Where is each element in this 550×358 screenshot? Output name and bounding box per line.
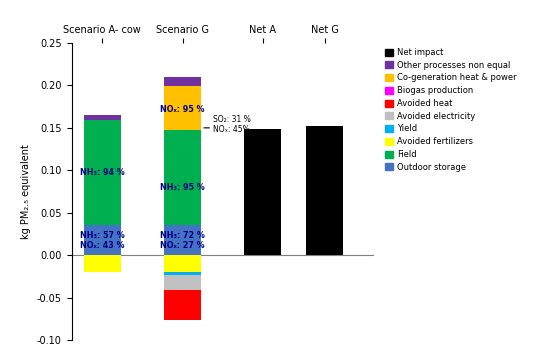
Y-axis label: kg PM₂.₅ equivalent: kg PM₂.₅ equivalent <box>21 144 31 239</box>
Bar <box>84 226 121 255</box>
Bar <box>164 130 201 226</box>
Bar <box>84 255 121 272</box>
Bar <box>164 275 201 290</box>
Bar <box>164 272 201 275</box>
Bar <box>84 120 121 226</box>
Bar <box>164 77 201 86</box>
Bar <box>164 255 201 272</box>
Text: NH₃: 95 %: NH₃: 95 % <box>160 183 205 192</box>
Bar <box>84 115 121 120</box>
Text: NH₃: 57 %
NOₓ: 43 %: NH₃: 57 % NOₓ: 43 % <box>80 231 125 251</box>
Bar <box>164 290 201 320</box>
Text: NOₓ: 95 %: NOₓ: 95 % <box>161 105 205 114</box>
Text: NH₃: 72 %
NOₓ: 27 %: NH₃: 72 % NOₓ: 27 % <box>160 231 205 251</box>
Bar <box>306 126 343 255</box>
Text: SO₂: 31 %
NOₓ: 45%: SO₂: 31 % NOₓ: 45% <box>213 115 251 134</box>
Text: NH₃: 94 %: NH₃: 94 % <box>80 168 125 176</box>
Bar <box>244 129 282 255</box>
Bar <box>164 86 201 130</box>
Legend: Net impact, Other processes non equal, Co-generation heat & power, Biogas produc: Net impact, Other processes non equal, C… <box>384 47 517 173</box>
Bar <box>164 226 201 255</box>
